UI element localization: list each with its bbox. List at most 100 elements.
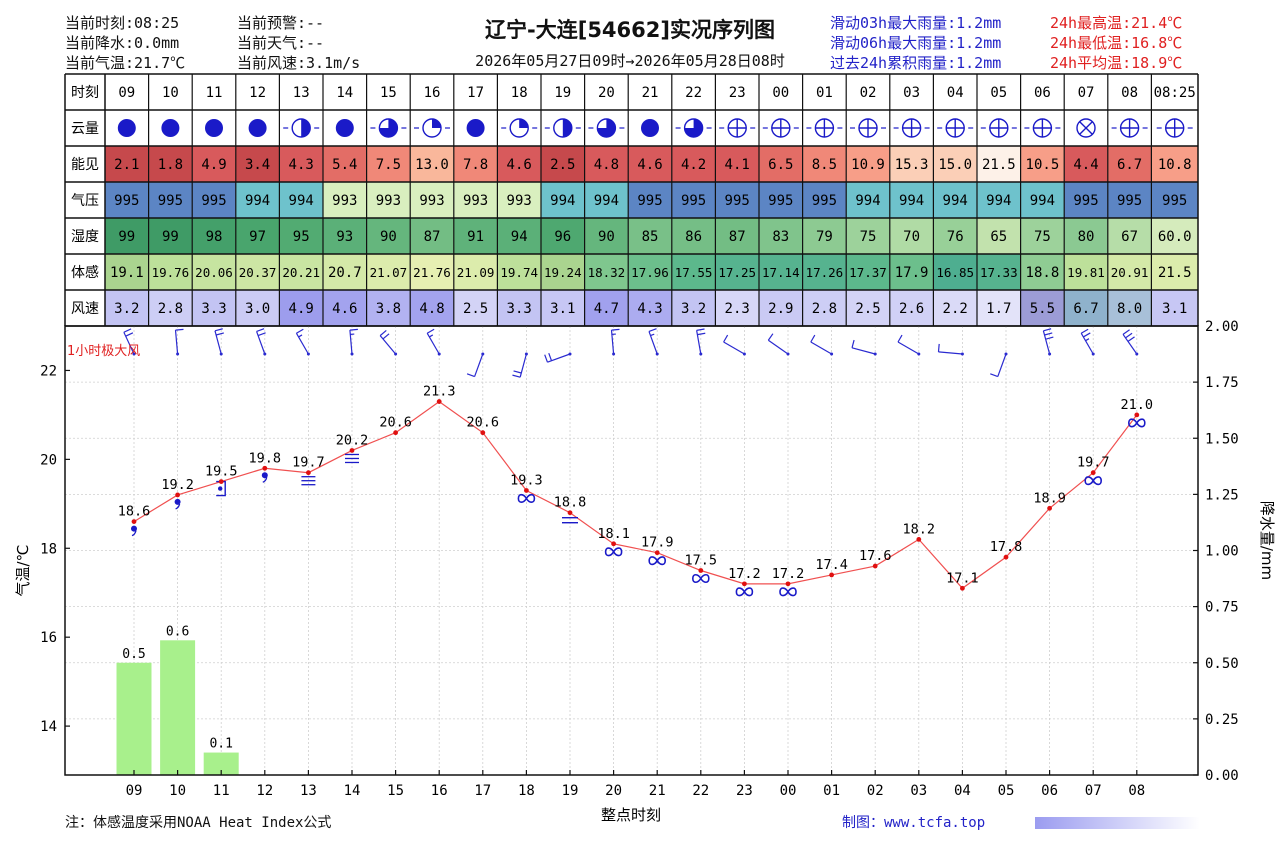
table-cell	[148, 254, 193, 290]
humidity-value: 60.0	[1158, 229, 1192, 245]
feels-like-value: 19.1	[110, 265, 144, 281]
time-label: 17	[467, 85, 484, 101]
humidity-value: 65	[990, 229, 1007, 245]
table-cell	[497, 290, 541, 326]
x-tick-label: 05	[998, 783, 1015, 799]
overcast-icon	[466, 119, 485, 137]
feels-like-value: 20.37	[239, 265, 277, 280]
wind-barb	[295, 328, 310, 356]
time-label: 05	[990, 85, 1007, 101]
feels-like-row: 体感 19.1 19.76 20.06 20.37 20.21 20.7 21.07 21.76…	[71, 254, 1198, 290]
pressure-value: 995	[158, 193, 183, 209]
rain-max-3h: 滑动03h最大雨量:1.2mm	[830, 14, 1002, 32]
wind-barb	[610, 328, 620, 356]
temperature-label: 20.6	[467, 415, 500, 431]
pressure-value: 994	[943, 193, 968, 209]
table-cell	[323, 182, 367, 218]
table-cell	[846, 290, 890, 326]
humidity-value: 90	[380, 229, 397, 245]
x-tick-label: 09	[126, 783, 143, 799]
y-axis-right: 0.00 0.25 0.50 0.75 1.00 1.25 1.50 1.75 2.00 降水量/…	[1193, 319, 1276, 784]
time-label: 03	[903, 85, 920, 101]
temperature-label: 17.6	[859, 548, 892, 564]
pressure-value: 994	[289, 193, 314, 209]
cloud-1q-icon	[501, 118, 538, 138]
table-cell	[802, 182, 847, 218]
chart-grid	[65, 325, 1198, 776]
table-cell	[323, 254, 367, 290]
time-label: 18	[511, 85, 528, 101]
x-tick-label: 18	[518, 783, 535, 799]
pressure-value: 994	[1030, 193, 1055, 209]
humidity-value: 83	[772, 229, 789, 245]
clear-icon	[1111, 118, 1148, 138]
table-cell	[584, 290, 629, 326]
y2-tick-label: 0.50	[1205, 656, 1239, 672]
clear-icon	[719, 118, 756, 138]
feels-like-value: 21.09	[457, 265, 495, 280]
temperature-label: 17.9	[641, 535, 674, 551]
wind-speed-value: 1.7	[986, 301, 1011, 317]
table-cell	[671, 146, 716, 182]
feels-like-value: 21.5	[1158, 265, 1192, 281]
table-cell	[802, 74, 847, 110]
table-cell	[323, 146, 367, 182]
table-cell	[1020, 218, 1065, 254]
time-label: 16	[424, 85, 441, 101]
x-tick-label: 01	[823, 783, 840, 799]
y-tick-label: 20	[40, 452, 57, 468]
visibility-value: 6.7	[1117, 157, 1142, 173]
current-temp: 当前气温:21.7℃	[65, 54, 186, 72]
temperature-label: 18.9	[1033, 490, 1066, 506]
temperature-point	[524, 488, 529, 493]
x-tick-label: 22	[692, 783, 709, 799]
humidity-value: 87	[424, 229, 441, 245]
visibility-value: 4.2	[681, 157, 706, 173]
table-cell	[497, 146, 541, 182]
table-cell	[453, 218, 498, 254]
table-cell	[584, 182, 629, 218]
table-cell	[1064, 218, 1108, 254]
wind-speed-value: 4.9	[289, 301, 314, 317]
clear-icon	[762, 118, 799, 138]
wind-speed-value: 2.6	[899, 301, 924, 317]
table-cell	[366, 74, 411, 110]
temperature-point	[785, 581, 791, 587]
y-tick-label: 14	[40, 719, 57, 735]
y2-axis-label: 降水量/mm	[1258, 501, 1276, 580]
temperature-point	[698, 568, 704, 573]
visibility-value: 10.8	[1158, 157, 1192, 173]
table-cell	[148, 74, 193, 110]
table-cell	[366, 218, 411, 254]
table-cell	[671, 254, 716, 290]
table-cell	[1107, 218, 1152, 254]
temperature-label: 19.8	[249, 450, 282, 466]
feels-like-value: 19.81	[1067, 265, 1105, 280]
table-cell	[105, 182, 149, 218]
header-mid: 当前预警:-- 当前天气:-- 当前风速:3.1m/s	[237, 13, 360, 73]
table-cell	[192, 146, 236, 182]
temperature-label: 20.2	[336, 432, 369, 448]
x-tick-label: 08	[1128, 783, 1145, 799]
table-cell	[977, 254, 1021, 290]
wind-speed-value: 2.5	[463, 301, 488, 317]
wind-barb	[426, 328, 441, 356]
table-cell	[1107, 146, 1152, 182]
y-tick-label: 22	[40, 363, 57, 379]
table-cell	[889, 182, 934, 218]
gust-label: 1小时极大风	[67, 344, 140, 359]
table-cell	[541, 254, 585, 290]
table-cell	[889, 254, 934, 290]
x-tick-label: 06	[1041, 783, 1058, 799]
overcast-icon	[335, 119, 354, 137]
temperature-label: 18.6	[118, 504, 151, 520]
table-cell	[279, 254, 323, 290]
pressure-value: 993	[376, 193, 401, 209]
visibility-value: 1.8	[158, 157, 183, 173]
temperature-label: 19.2	[161, 477, 194, 493]
table-cell	[933, 74, 977, 110]
temperature-label: 17.5	[685, 553, 718, 569]
pressure-value: 994	[550, 193, 575, 209]
table-cell	[977, 182, 1021, 218]
clear-icon	[1024, 118, 1061, 138]
